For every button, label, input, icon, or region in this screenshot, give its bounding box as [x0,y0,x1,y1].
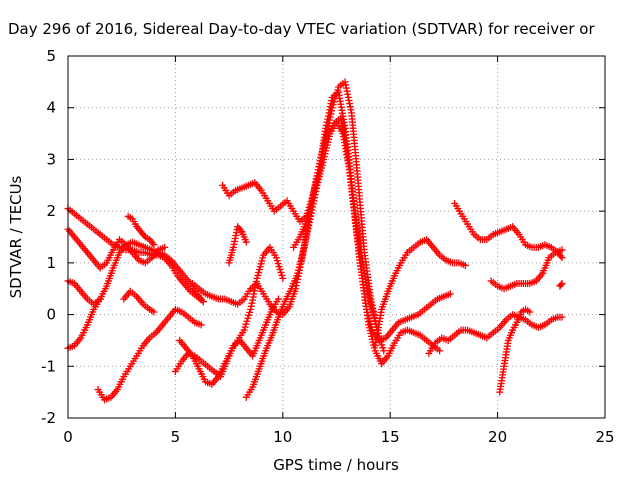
data-point [161,243,169,251]
y-tick-label: 4 [46,99,56,117]
data-point [380,347,388,355]
y-tick-label: 1 [46,254,56,272]
series-4 [64,277,104,308]
axis-ticks: 0 5 10 15 20 25 -2 -1 0 1 2 3 4 5 [41,47,615,446]
series-13 [225,223,250,267]
data-point [197,321,205,329]
x-axis-label: GPS time / hours [273,456,399,474]
data-point [275,295,283,303]
data-point [199,298,207,306]
x-tick-label: 20 [488,428,507,446]
data-point [558,246,566,254]
data-point [461,261,469,269]
y-tick-label: -2 [41,409,56,427]
data-point [558,313,566,321]
data-point [436,347,444,355]
chart-title: Day 296 of 2016, Sidereal Day-to-day VTE… [8,20,595,38]
series-15 [371,236,469,350]
data-point [557,281,565,289]
grid-lines [68,56,605,418]
data-point [279,274,287,282]
x-tick-label: 0 [63,428,73,446]
data-point [96,295,104,303]
y-tick-label: 2 [46,202,56,220]
series-20 [556,280,566,290]
series-18 [487,246,566,293]
y-tick-label: 3 [46,150,56,168]
x-tick-label: 15 [381,428,400,446]
data-point [150,308,158,316]
y-tick-label: -1 [41,357,56,375]
series-16 [425,311,566,357]
data-point [242,238,250,246]
x-tick-label: 25 [595,428,614,446]
data-point [446,290,454,298]
data-point [526,308,534,316]
data-point [150,241,158,249]
series-19 [496,305,534,396]
series-5 [94,305,205,404]
data-point [558,254,566,262]
series-7 [124,212,158,249]
y-tick-label: 0 [46,306,56,324]
y-axis-label: SDTVAR / TECUs [7,175,25,298]
data-points [64,78,566,404]
x-tick-label: 10 [273,428,292,446]
x-tick-label: 5 [171,428,181,446]
series-6 [120,287,158,316]
plot-frame [67,55,606,419]
y-tick-label: 5 [46,47,56,65]
series-12 [176,243,287,388]
data-point [558,280,566,288]
